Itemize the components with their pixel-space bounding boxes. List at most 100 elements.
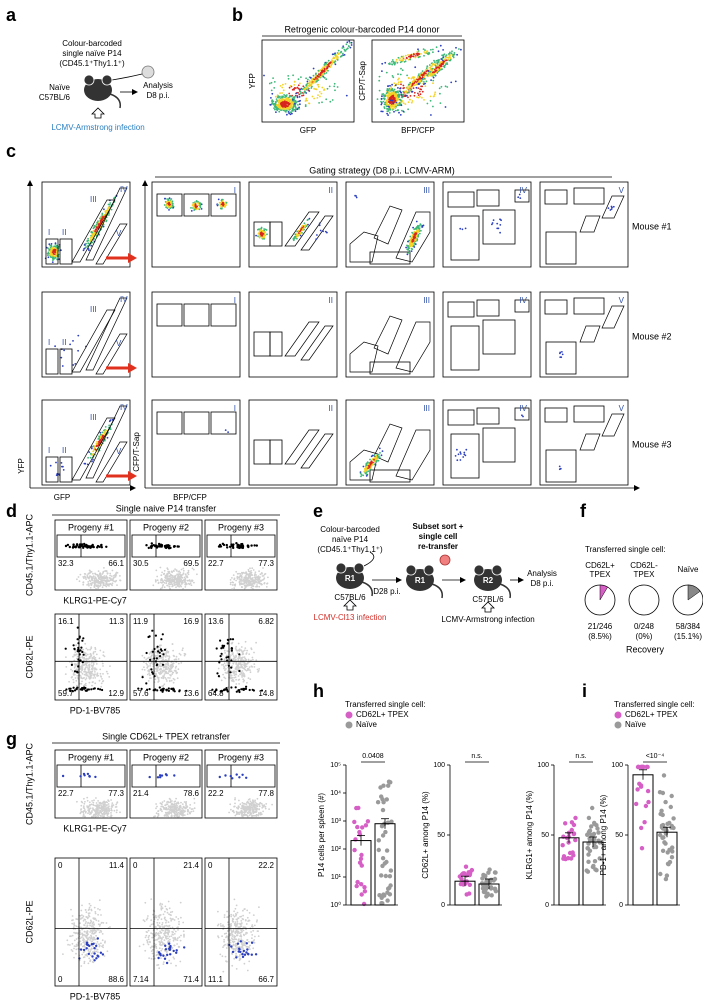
event-dot bbox=[169, 674, 171, 676]
event-dot bbox=[258, 586, 260, 588]
event-dot bbox=[80, 688, 82, 690]
event-dot bbox=[96, 229, 98, 231]
event-dot bbox=[152, 584, 154, 586]
event-dot bbox=[171, 673, 173, 675]
event-dot bbox=[433, 77, 435, 79]
event-dot bbox=[105, 586, 107, 588]
event-dot bbox=[94, 673, 96, 675]
event-dot bbox=[80, 671, 82, 673]
event-dot bbox=[95, 225, 97, 227]
event-dot bbox=[102, 216, 104, 218]
event-dot bbox=[421, 80, 423, 82]
event-dot bbox=[52, 261, 54, 263]
event-dot bbox=[303, 94, 305, 96]
event-dot bbox=[251, 666, 253, 668]
event-dot bbox=[308, 102, 310, 104]
event-dot bbox=[169, 197, 171, 199]
event-dot bbox=[165, 651, 167, 653]
gate-label: V bbox=[619, 296, 625, 305]
event-dot bbox=[164, 582, 166, 584]
event-dot bbox=[90, 457, 92, 459]
event-dot bbox=[342, 53, 344, 55]
event-dot bbox=[224, 669, 226, 671]
event-dot bbox=[310, 77, 312, 79]
event-dot bbox=[426, 71, 428, 73]
event-dot bbox=[499, 232, 501, 234]
event-dot bbox=[248, 659, 250, 661]
event-dot bbox=[300, 76, 302, 78]
event-dot bbox=[85, 577, 87, 579]
event-dot bbox=[52, 259, 54, 261]
event-dot bbox=[260, 230, 262, 232]
event-dot bbox=[235, 668, 237, 670]
event-dot bbox=[411, 102, 413, 104]
event-dot bbox=[413, 228, 415, 230]
event-dot bbox=[445, 85, 447, 87]
event-dot bbox=[426, 74, 428, 76]
event-dot bbox=[608, 207, 610, 209]
event-dot bbox=[296, 108, 298, 110]
event-dot bbox=[99, 669, 101, 671]
event-dot bbox=[176, 673, 178, 675]
event-dot bbox=[96, 222, 98, 224]
event-dot bbox=[168, 690, 170, 692]
event-dot bbox=[559, 353, 561, 355]
event-dot bbox=[224, 202, 226, 204]
event-dot bbox=[235, 686, 237, 688]
event-dot bbox=[366, 466, 368, 468]
event-dot bbox=[235, 673, 237, 675]
gate-label: II bbox=[62, 338, 66, 347]
event-dot bbox=[181, 574, 183, 576]
event-dot bbox=[85, 666, 87, 668]
event-dot bbox=[305, 77, 307, 79]
event-dot bbox=[611, 207, 613, 209]
event-dot bbox=[381, 454, 383, 456]
event-dot bbox=[103, 580, 105, 582]
event-dot bbox=[104, 214, 106, 216]
event-dot bbox=[164, 198, 166, 200]
event-dot bbox=[98, 222, 100, 224]
event-dot bbox=[86, 665, 88, 667]
event-dot bbox=[455, 455, 457, 457]
event-dot bbox=[245, 688, 247, 690]
event-dot bbox=[298, 78, 300, 80]
event-dot bbox=[238, 663, 240, 665]
event-dot bbox=[232, 638, 234, 640]
event-dot bbox=[282, 108, 284, 110]
event-dot bbox=[292, 74, 294, 76]
event-dot bbox=[251, 567, 253, 569]
event-dot bbox=[360, 476, 362, 478]
event-dot bbox=[360, 473, 362, 475]
event-dot bbox=[276, 105, 278, 107]
event-dot bbox=[54, 345, 56, 347]
event-dot bbox=[163, 573, 165, 575]
event-dot bbox=[93, 656, 95, 658]
event-dot bbox=[251, 587, 253, 589]
event-dot bbox=[411, 245, 413, 247]
event-dot bbox=[287, 107, 289, 109]
event-dot bbox=[244, 585, 246, 587]
event-dot bbox=[99, 657, 101, 659]
event-dot bbox=[83, 654, 85, 656]
event-dot bbox=[142, 669, 144, 671]
event-dot bbox=[182, 649, 184, 651]
event-dot bbox=[393, 61, 395, 63]
event-dot bbox=[263, 577, 265, 579]
event-dot bbox=[417, 48, 419, 50]
event-dot bbox=[432, 82, 434, 84]
event-dot bbox=[446, 54, 448, 56]
event-dot bbox=[382, 450, 384, 452]
event-dot bbox=[107, 673, 109, 675]
event-dot bbox=[92, 573, 94, 575]
event-dot bbox=[220, 658, 222, 660]
event-dot bbox=[369, 459, 371, 461]
event-dot bbox=[76, 543, 78, 545]
event-dot bbox=[257, 671, 259, 673]
event-dot bbox=[255, 642, 257, 644]
event-dot bbox=[91, 657, 93, 659]
event-dot bbox=[253, 544, 255, 546]
event-dot bbox=[387, 98, 389, 100]
event-dot bbox=[291, 96, 293, 98]
gate-value: 66.1 bbox=[108, 559, 124, 568]
progeny-label: Progeny #3 bbox=[218, 522, 264, 532]
